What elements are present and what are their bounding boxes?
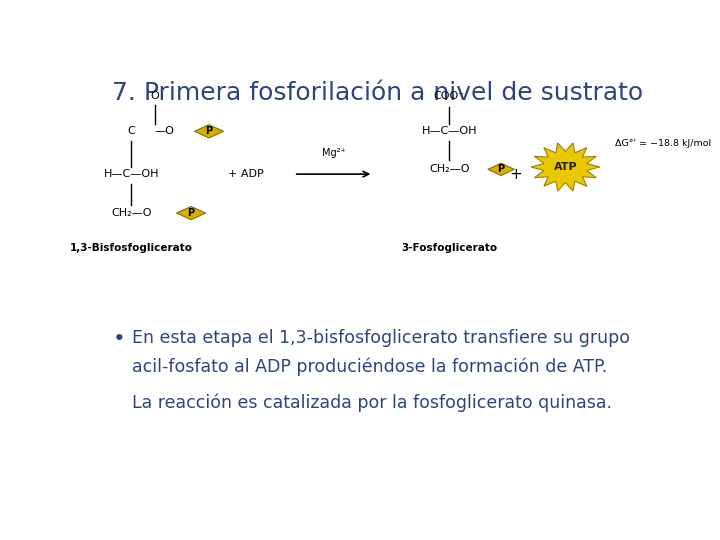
Text: P: P bbox=[205, 126, 212, 136]
Text: H—C—OH: H—C—OH bbox=[104, 169, 159, 179]
Text: 1,3-Bisfosfoglicerato: 1,3-Bisfosfoglicerato bbox=[70, 243, 193, 253]
Text: COO⁻: COO⁻ bbox=[434, 91, 465, 100]
Text: P: P bbox=[498, 164, 505, 174]
Text: •: • bbox=[112, 329, 125, 349]
Text: —O: —O bbox=[155, 126, 174, 136]
Text: CH₂—O: CH₂—O bbox=[429, 164, 469, 174]
Text: acil-fosfato al ADP produciéndose la formación de ATP.: acil-fosfato al ADP produciéndose la for… bbox=[132, 358, 607, 376]
Text: 3-Fosfoglicerato: 3-Fosfoglicerato bbox=[401, 243, 498, 253]
Text: H—C—OH: H—C—OH bbox=[422, 126, 477, 136]
Polygon shape bbox=[176, 206, 206, 220]
Text: Mg²⁺: Mg²⁺ bbox=[322, 148, 346, 158]
Text: ΔG°' = −18.8 kJ/mol: ΔG°' = −18.8 kJ/mol bbox=[615, 139, 711, 148]
Text: ATP: ATP bbox=[554, 162, 577, 172]
Polygon shape bbox=[531, 143, 600, 191]
Text: P: P bbox=[187, 208, 194, 218]
Polygon shape bbox=[488, 163, 514, 176]
Text: O: O bbox=[150, 91, 159, 100]
Text: 7. Primera fosforilación a nivel de sustrato: 7. Primera fosforilación a nivel de sust… bbox=[112, 82, 644, 105]
Text: La reacción es catalizada por la fosfoglicerato quinasa.: La reacción es catalizada por la fosfogl… bbox=[132, 393, 612, 412]
Text: En esta etapa el 1,3-bisfosfoglicerato transfiere su grupo: En esta etapa el 1,3-bisfosfoglicerato t… bbox=[132, 329, 630, 347]
Text: CH₂—O: CH₂—O bbox=[111, 208, 152, 218]
Text: + ADP: + ADP bbox=[228, 169, 264, 179]
Text: +: + bbox=[509, 167, 522, 181]
Polygon shape bbox=[194, 125, 223, 138]
Text: C: C bbox=[127, 126, 135, 136]
